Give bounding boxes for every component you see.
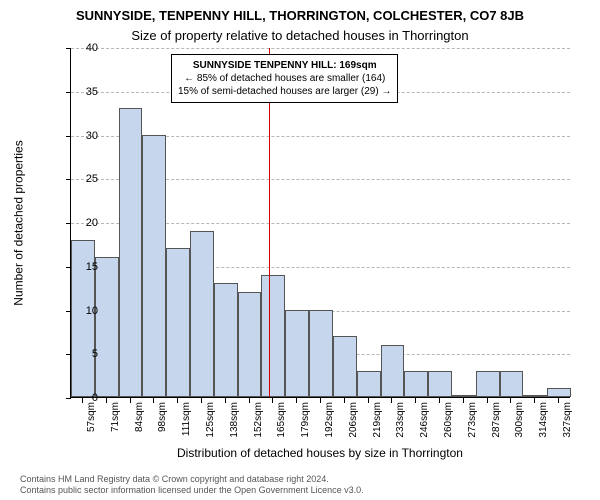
histogram-bar (166, 248, 190, 397)
x-tick-mark (463, 398, 464, 403)
histogram-bar (238, 292, 262, 397)
x-tick-mark (391, 398, 392, 403)
x-tick-mark (225, 398, 226, 403)
x-tick-label: 314sqm (538, 402, 549, 438)
x-tick-label: 192sqm (324, 402, 335, 438)
histogram-bar (142, 135, 166, 398)
x-tick-mark (344, 398, 345, 403)
x-tick-label: 246sqm (419, 402, 430, 438)
chart-container: SUNNYSIDE, TENPENNY HILL, THORRINGTON, C… (0, 0, 600, 500)
x-tick-mark (415, 398, 416, 403)
x-tick-mark (106, 398, 107, 403)
histogram-bar (381, 345, 405, 398)
x-tick-mark (510, 398, 511, 403)
x-tick-mark (153, 398, 154, 403)
title-sub: Size of property relative to detached ho… (0, 28, 600, 43)
footer-line-1: Contains HM Land Registry data © Crown c… (20, 474, 364, 485)
x-tick-mark (558, 398, 559, 403)
plot-area: SUNNYSIDE TENPENNY HILL: 169sqm ← 85% of… (70, 48, 570, 398)
x-tick-mark (296, 398, 297, 403)
y-tick-label: 30 (68, 130, 98, 142)
histogram-bar (285, 310, 309, 398)
histogram-bar (261, 275, 285, 398)
x-tick-label: 165sqm (276, 402, 287, 438)
histogram-bar (547, 388, 571, 397)
y-tick-label: 20 (68, 217, 98, 229)
histogram-bar (452, 395, 476, 397)
x-tick-mark (177, 398, 178, 403)
x-tick-label: 152sqm (253, 402, 264, 438)
x-tick-label: 138sqm (229, 402, 240, 438)
histogram-bar (476, 371, 500, 397)
x-tick-mark (272, 398, 273, 403)
x-tick-label: 300sqm (514, 402, 525, 438)
histogram-bar (309, 310, 333, 398)
y-tick-label: 5 (68, 348, 98, 360)
y-tick-label: 25 (68, 173, 98, 185)
x-tick-mark (130, 398, 131, 403)
title-main: SUNNYSIDE, TENPENNY HILL, THORRINGTON, C… (0, 8, 600, 23)
x-tick-label: 71sqm (110, 402, 121, 432)
x-tick-mark (487, 398, 488, 403)
x-axis-label: Distribution of detached houses by size … (70, 446, 570, 460)
histogram-bar (428, 371, 452, 397)
annotation-line-1: SUNNYSIDE TENPENNY HILL: 169sqm (178, 59, 391, 72)
x-tick-mark (439, 398, 440, 403)
y-tick-label: 35 (68, 86, 98, 98)
annotation-box: SUNNYSIDE TENPENNY HILL: 169sqm ← 85% of… (171, 54, 398, 103)
x-tick-label: 273sqm (467, 402, 478, 438)
y-tick-label: 10 (68, 305, 98, 317)
annotation-line-2: ← 85% of detached houses are smaller (16… (178, 72, 391, 85)
x-tick-label: 287sqm (491, 402, 502, 438)
histogram-bar (190, 231, 214, 397)
gridline (71, 48, 570, 49)
histogram-bar (500, 371, 524, 397)
x-tick-mark (249, 398, 250, 403)
x-tick-label: 111sqm (181, 402, 192, 436)
histogram-bar (333, 336, 357, 397)
x-tick-label: 57sqm (86, 402, 97, 432)
y-tick-label: 40 (68, 42, 98, 54)
x-tick-mark (201, 398, 202, 403)
footer-attribution: Contains HM Land Registry data © Crown c… (20, 474, 364, 496)
y-tick-label: 15 (68, 261, 98, 273)
histogram-bar (214, 283, 238, 397)
histogram-bar (404, 371, 428, 397)
y-axis-label: Number of detached properties (12, 48, 26, 398)
histogram-bar (357, 371, 381, 397)
x-tick-mark (82, 398, 83, 403)
x-tick-label: 125sqm (205, 402, 216, 438)
x-tick-label: 84sqm (134, 402, 145, 432)
annotation-line-3: 15% of semi-detached houses are larger (… (178, 85, 391, 98)
x-tick-label: 260sqm (443, 402, 454, 438)
x-tick-mark (368, 398, 369, 403)
x-tick-label: 179sqm (300, 402, 311, 438)
histogram-bar (95, 257, 119, 397)
x-tick-label: 233sqm (395, 402, 406, 438)
x-tick-label: 98sqm (157, 402, 168, 432)
histogram-bar (523, 395, 547, 397)
x-tick-label: 206sqm (348, 402, 359, 438)
x-tick-mark (320, 398, 321, 403)
histogram-bar (119, 108, 143, 397)
x-tick-label: 327sqm (562, 402, 573, 438)
footer-line-2: Contains public sector information licen… (20, 485, 364, 496)
x-tick-label: 219sqm (372, 402, 383, 438)
x-tick-mark (534, 398, 535, 403)
